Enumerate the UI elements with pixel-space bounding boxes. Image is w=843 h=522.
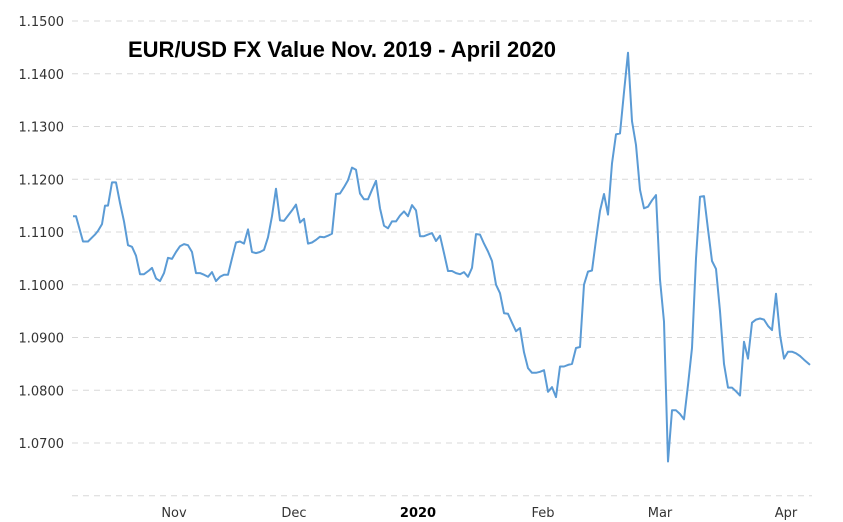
y-tick-label: 1.1000 — [19, 279, 65, 294]
y-tick-label: 1.0900 — [19, 332, 65, 347]
y-axis: 1.1500 1.1400 1.1300 1.1200 1.1100 1.1000 1.09… — [19, 15, 65, 452]
x-tick-label: Mar — [648, 506, 673, 521]
y-tick-label: 1.1100 — [19, 226, 65, 241]
x-tick-label: Feb — [531, 506, 554, 521]
eur-usd-line — [73, 51, 811, 463]
x-axis: Nov Dec 2020 Feb Mar Apr — [161, 506, 798, 521]
y-tick-label: 1.1300 — [19, 121, 65, 136]
x-tick-label: Dec — [281, 506, 306, 521]
y-tick-label: 1.0800 — [19, 384, 65, 399]
chart-title: EUR/USD FX Value Nov. 2019 - April 2020 — [128, 37, 556, 62]
y-tick-label: 1.1500 — [19, 15, 65, 30]
y-tick-label: 1.1200 — [19, 173, 65, 188]
x-tick-label: 2020 — [400, 506, 436, 521]
y-tick-label: 1.0700 — [19, 437, 65, 452]
x-tick-label: Apr — [775, 506, 798, 521]
x-tick-label: Nov — [161, 506, 187, 521]
y-tick-label: 1.1400 — [19, 68, 65, 83]
gridlines — [72, 20, 812, 497]
